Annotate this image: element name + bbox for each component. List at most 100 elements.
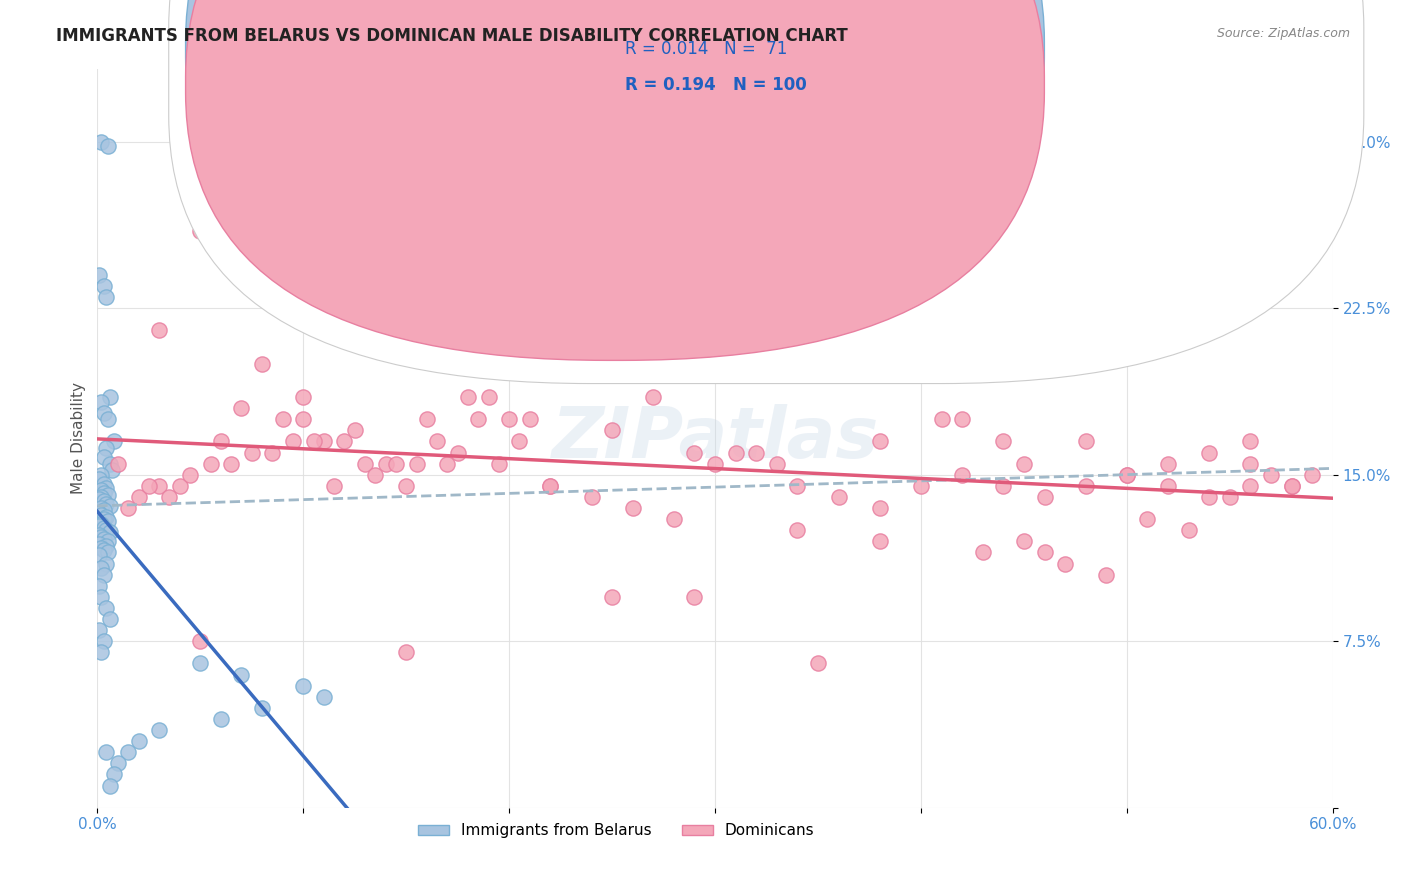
Point [94, 510, 117, 524]
Point [98, 779, 121, 793]
Point [117, 745, 139, 759]
Point [148, 323, 170, 337]
Point [128, 734, 150, 748]
Point [94, 523, 117, 537]
Point [93, 494, 115, 508]
Point [93, 634, 115, 648]
Point [90, 394, 112, 409]
Point [90, 135, 112, 149]
Point [89, 527, 111, 541]
Point [138, 479, 160, 493]
Point [97, 545, 120, 559]
Point [312, 434, 335, 449]
Text: R = 0.014   N =  71: R = 0.014 N = 71 [626, 40, 787, 58]
Point [1033, 545, 1056, 559]
Point [200, 457, 222, 471]
Point [188, 157, 211, 171]
Point [869, 534, 891, 549]
Point [97, 139, 120, 153]
Point [107, 756, 129, 771]
Point [89, 623, 111, 637]
Y-axis label: Male Disability: Male Disability [72, 382, 86, 494]
Point [662, 512, 685, 526]
Point [1157, 479, 1180, 493]
Point [271, 412, 294, 426]
Point [426, 434, 449, 449]
Point [94, 497, 117, 511]
Point [93, 450, 115, 464]
Text: Source: ZipAtlas.com: Source: ZipAtlas.com [1216, 27, 1350, 40]
Point [97, 412, 120, 426]
Point [333, 434, 356, 449]
Point [354, 457, 377, 471]
Point [683, 445, 706, 459]
Point [90, 501, 112, 516]
Point [89, 518, 111, 533]
Point [1074, 434, 1097, 449]
Point [97, 488, 120, 502]
Point [93, 567, 115, 582]
Point [93, 521, 115, 535]
Point [519, 412, 541, 426]
Point [97, 515, 120, 529]
Point [869, 434, 891, 449]
Point [538, 479, 561, 493]
Point [993, 434, 1015, 449]
Point [323, 479, 346, 493]
Point [90, 508, 112, 522]
Point [1095, 567, 1118, 582]
Point [94, 601, 117, 615]
Point [93, 279, 115, 293]
Text: ZIPatlas: ZIPatlas [551, 404, 879, 473]
Point [90, 590, 112, 604]
Point [600, 590, 623, 604]
Point [93, 503, 115, 517]
Point [1074, 479, 1097, 493]
Point [209, 712, 232, 726]
Point [90, 530, 112, 544]
Point [98, 612, 121, 626]
Point [1219, 490, 1241, 504]
Point [188, 657, 211, 671]
Point [457, 390, 479, 404]
Point [188, 223, 211, 237]
Point [395, 645, 418, 659]
Point [766, 457, 789, 471]
Point [93, 532, 115, 546]
Point [219, 457, 242, 471]
Point [90, 483, 112, 498]
Point [231, 667, 253, 681]
Point [1115, 467, 1137, 482]
Point [262, 445, 284, 459]
Point [103, 434, 125, 449]
Point [827, 490, 849, 504]
Point [683, 590, 706, 604]
Legend: Immigrants from Belarus, Dominicans: Immigrants from Belarus, Dominicans [412, 817, 821, 845]
Point [148, 723, 170, 737]
Point [581, 490, 603, 504]
Point [950, 467, 973, 482]
Point [292, 679, 315, 693]
Point [250, 357, 273, 371]
Point [972, 545, 994, 559]
Point [786, 523, 808, 537]
Point [117, 501, 139, 516]
Point [745, 445, 768, 459]
Point [1260, 467, 1282, 482]
Point [93, 476, 115, 491]
Point [107, 457, 129, 471]
Point [93, 485, 115, 500]
Point [498, 412, 520, 426]
Point [90, 467, 112, 482]
Point [436, 457, 458, 471]
Point [1177, 523, 1199, 537]
Point [157, 490, 180, 504]
Point [1301, 467, 1323, 482]
Text: IMMIGRANTS FROM BELARUS VS DOMINICAN MALE DISABILITY CORRELATION CHART: IMMIGRANTS FROM BELARUS VS DOMINICAN MAL… [56, 27, 848, 45]
Point [508, 434, 530, 449]
Point [385, 457, 408, 471]
Point [148, 479, 170, 493]
Point [98, 499, 121, 513]
Point [90, 645, 112, 659]
Point [312, 690, 335, 704]
